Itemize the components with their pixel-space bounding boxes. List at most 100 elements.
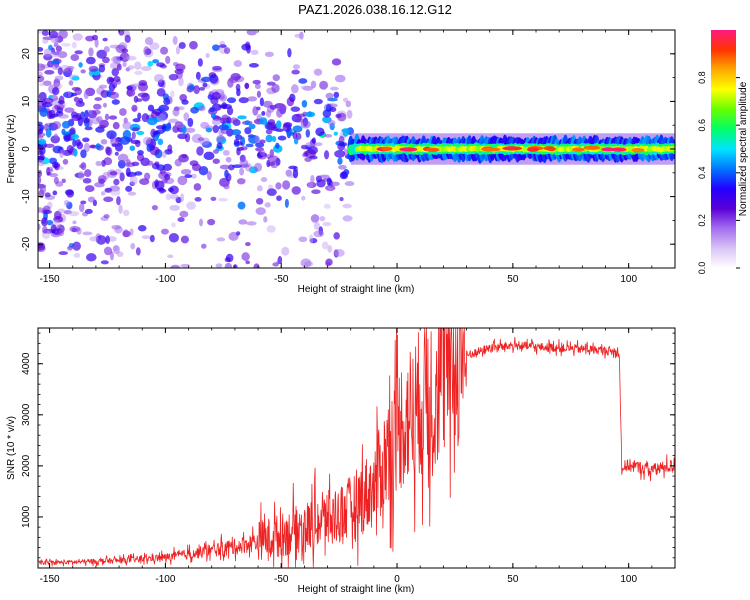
spectrogram-blob <box>216 237 226 242</box>
spectrogram-blob <box>236 146 244 152</box>
spectrogram-blob <box>244 82 250 89</box>
spectrogram-blob <box>316 179 326 188</box>
spectrogram-blob <box>182 125 187 135</box>
spectrogram-blob <box>111 99 120 105</box>
spectrogram-blob <box>190 106 199 114</box>
spectrogram-blob <box>119 136 130 145</box>
spectrogram-blob <box>80 149 87 159</box>
spectrogram-blob <box>153 74 164 83</box>
spectrogram-blob <box>98 84 108 89</box>
spectrogram-blob <box>218 104 228 109</box>
spectrogram-blob <box>180 193 185 203</box>
spectrogram-blob <box>71 76 80 81</box>
spectrogram-blob <box>209 107 215 113</box>
carrier-peak <box>571 147 585 152</box>
spectrogram-blob <box>275 142 280 149</box>
spectrogram-y-tick-label: 0 <box>21 146 32 152</box>
spectrogram-blob <box>170 90 175 98</box>
spectrogram-x-label: Height of straight line (km) <box>298 284 415 295</box>
spectrogram-blob <box>66 247 73 252</box>
spectrogram-blob <box>63 209 73 215</box>
spectrogram-blob <box>238 219 248 225</box>
spectrogram-blob <box>303 151 309 156</box>
spectrogram-blob <box>170 264 181 268</box>
spectrogram-blob <box>198 218 204 227</box>
spectrogram-blob <box>95 143 102 150</box>
spectrogram-blob <box>310 214 320 223</box>
spectrogram-blob <box>168 232 180 243</box>
spectrogram-blob <box>138 79 148 86</box>
spectrogram-blob <box>38 223 41 231</box>
spectrogram-blob <box>246 221 257 226</box>
spectrogram-blob <box>72 33 83 41</box>
spectrogram-blob <box>304 111 316 118</box>
spectrogram-blob <box>94 182 105 188</box>
snr-y-tick-label: 3000 <box>21 403 32 426</box>
colorbar: 0.0 0.2 0.4 0.6 0.8 Normalized spectral ampl… <box>697 30 749 274</box>
spectrogram-blob <box>100 89 109 98</box>
spectrogram-blob <box>111 68 119 77</box>
spectrogram-blob <box>85 56 96 65</box>
snr-series-line <box>38 328 675 568</box>
spectrogram-blob <box>127 65 135 70</box>
spectrogram-blob <box>325 258 333 266</box>
spectrogram-y-tick-label: 10 <box>21 95 32 107</box>
spectrogram-blob <box>136 130 145 136</box>
spectrogram-blob <box>291 69 300 75</box>
spectrogram-blob <box>232 164 243 169</box>
spectrogram-blob <box>49 172 59 178</box>
spectrogram-blob <box>259 139 266 144</box>
spectrogram-blob <box>58 251 68 256</box>
spectrogram-blob <box>205 127 213 133</box>
spectrogram-blob <box>282 123 292 132</box>
spectrogram-blob <box>255 207 266 215</box>
spectrogram-blob <box>334 249 345 257</box>
spectrogram-blob <box>38 46 44 52</box>
spectrogram-blob <box>224 169 229 179</box>
spectrogram-blob <box>223 184 230 190</box>
spectrogram-blob <box>241 252 250 261</box>
spectrogram-blob <box>104 187 113 193</box>
spectrogram-blob <box>345 100 352 108</box>
spectrogram-blob <box>92 109 101 115</box>
spectrogram-blob <box>271 83 280 93</box>
spectrogram-blob <box>84 169 92 178</box>
spectrogram-blob <box>135 247 141 256</box>
spectrogram-blob <box>54 75 64 81</box>
spectrogram-blob <box>291 186 301 195</box>
spectrogram-blob <box>210 113 217 119</box>
spectrogram-blob <box>103 246 113 256</box>
spectrogram-blob <box>38 75 45 83</box>
spectrogram-blob <box>267 155 279 163</box>
spectrogram-blob <box>266 225 276 233</box>
spectrogram-blob <box>82 117 90 124</box>
spectrogram-blob <box>94 38 99 48</box>
spectrogram-blob <box>216 142 223 150</box>
spectrogram-blob <box>57 208 66 214</box>
colorbar-gradient <box>711 30 736 268</box>
spectrogram-blob <box>193 183 202 191</box>
spectrogram-blob <box>323 203 331 209</box>
spectrogram-blob <box>102 102 107 108</box>
spectrogram-blob <box>168 73 179 81</box>
spectrogram-blob <box>172 35 178 45</box>
spectrogram-blob <box>100 139 108 145</box>
spectrogram-blob <box>147 104 155 112</box>
spectrogram-blob <box>66 189 75 198</box>
snr-y-tick-label: 4000 <box>21 352 32 375</box>
spectrogram-blob <box>338 164 347 170</box>
spectrogram-blob <box>222 149 230 156</box>
spectrogram-blob <box>334 149 346 158</box>
spectrogram-blob <box>172 107 180 117</box>
snr-x-ticks: -150 -100 -50 0 50 100 <box>40 328 676 585</box>
spectrogram-blob <box>304 157 312 162</box>
spectrogram-blob <box>323 150 330 160</box>
spectrogram-blob <box>261 111 266 116</box>
spectrogram-blob <box>111 143 117 148</box>
spectrogram-blob <box>100 191 106 196</box>
spectrogram-blob <box>203 151 215 161</box>
spectrogram-blob <box>259 149 266 156</box>
spectrogram-blob <box>40 185 47 194</box>
spectrogram-blob <box>248 123 256 130</box>
